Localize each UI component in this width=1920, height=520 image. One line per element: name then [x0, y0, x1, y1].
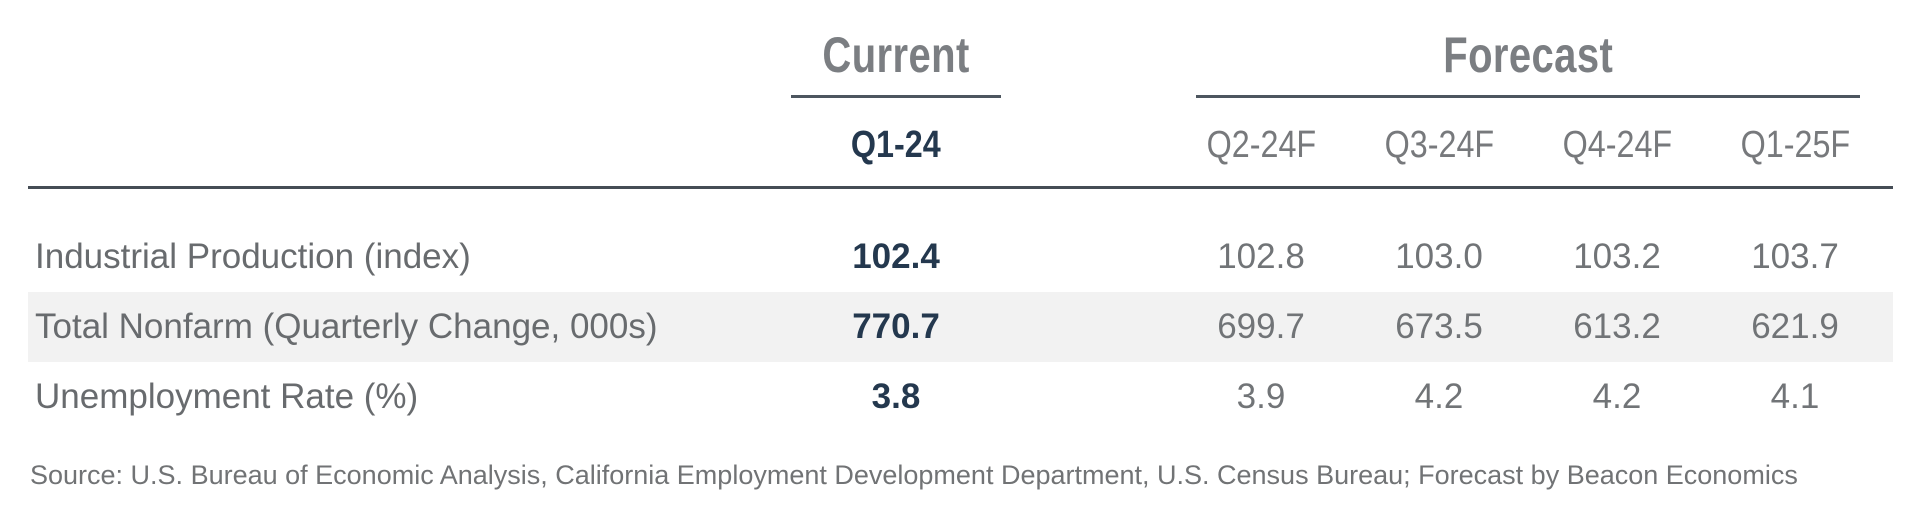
forecast-value: 4.2 — [1592, 377, 1642, 416]
header-group-spacer — [1050, 14, 1172, 98]
row-label: Unemployment Rate (%) — [35, 377, 419, 416]
table-row-total-nonfarm: Total Nonfarm (Quarterly Change, 000s) 7… — [28, 292, 1893, 362]
current-group-label: Current — [822, 26, 970, 83]
column-header-q2-24f: Q2-24F — [1206, 123, 1316, 166]
forecast-value: 4.2 — [1414, 377, 1464, 416]
forecast-value: 103.2 — [1573, 237, 1661, 276]
source-note: Source: U.S. Bureau of Economic Analysis… — [30, 460, 1798, 490]
forecast-value: 103.7 — [1751, 237, 1839, 276]
header-group-forecast: Forecast — [1172, 14, 1884, 98]
column-header-q3-24f: Q3-24F — [1384, 123, 1494, 166]
column-header-q1-24: Q1-24 — [851, 123, 941, 166]
table-row-industrial-production: Industrial Production (index) 102.4 102.… — [28, 189, 1893, 292]
forecast-value: 3.9 — [1236, 377, 1286, 416]
table-body: Industrial Production (index) 102.4 102.… — [28, 186, 1893, 432]
current-value: 102.4 — [852, 237, 940, 276]
forecast-group-underline — [1196, 95, 1860, 98]
forecast-value: 4.1 — [1770, 377, 1820, 416]
column-header-row: Q1-24 Q2-24F Q3-24F Q4-24F Q1-25F — [28, 112, 1893, 178]
forecast-value: 103.0 — [1395, 237, 1483, 276]
forecast-group-label: Forecast — [1443, 26, 1613, 83]
forecast-value: 613.2 — [1573, 307, 1661, 346]
row-label: Total Nonfarm (Quarterly Change, 000s) — [35, 307, 658, 346]
current-value: 770.7 — [852, 307, 940, 346]
column-header-q1-25f: Q1-25F — [1740, 123, 1850, 166]
current-group-underline — [791, 95, 1001, 98]
forecast-value: 699.7 — [1217, 307, 1305, 346]
forecast-value: 621.9 — [1751, 307, 1839, 346]
forecast-value: 673.5 — [1395, 307, 1483, 346]
row-label: Industrial Production (index) — [35, 237, 471, 276]
current-value: 3.8 — [871, 377, 921, 416]
column-header-q4-24f: Q4-24F — [1562, 123, 1672, 166]
header-group-current: Current — [742, 14, 1050, 98]
table-row-unemployment-rate: Unemployment Rate (%) 3.8 3.9 4.2 4.2 4.… — [28, 362, 1893, 432]
forecast-value: 102.8 — [1217, 237, 1305, 276]
header-group-empty-cell — [28, 14, 742, 98]
header-group-row: Current Forecast — [28, 14, 1893, 98]
